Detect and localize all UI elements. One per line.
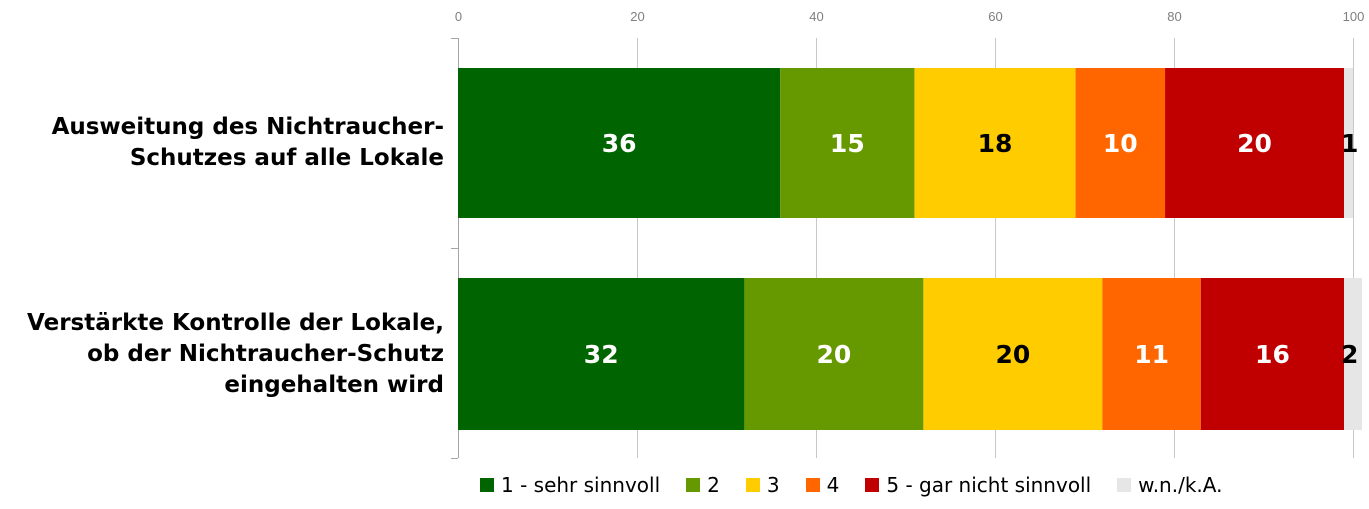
category-label-0: Ausweitung des Nichtraucher- Schutzes auf…	[52, 112, 444, 174]
data-label-0-2: 18	[978, 129, 1013, 158]
x-tick-label-100: 100	[1343, 9, 1365, 24]
legend-label: 1 - sehr sinnvoll	[501, 473, 661, 497]
legend-item-2: 3	[745, 473, 780, 497]
x-tick-label-40: 40	[809, 9, 823, 24]
data-label-0-0: 36	[602, 129, 637, 158]
x-tick-label-20: 20	[630, 9, 644, 24]
data-label-1-5: 2	[1341, 340, 1358, 369]
x-tick-label-60: 60	[988, 9, 1002, 24]
category-label-line: Schutzes auf alle Lokale	[129, 145, 444, 171]
bar-segment-0-5	[1344, 68, 1353, 218]
category-label-line: Verstärkte Kontrolle der Lokale,	[27, 310, 444, 336]
bar-segment-1-2	[923, 278, 1103, 430]
legend-label: 5 - gar nicht sinnvoll	[886, 473, 1092, 497]
data-label-1-1: 20	[817, 340, 852, 369]
category-label-line: eingehalten wird	[224, 372, 444, 398]
data-label-1-0: 32	[584, 340, 619, 369]
bar-segment-0-1	[780, 68, 915, 218]
legend-item-3: 4	[805, 473, 840, 497]
data-label-0-5: 1	[1341, 129, 1358, 158]
legend-swatch	[745, 478, 760, 492]
category-label-1: Verstärkte Kontrolle der Lokale, ob der N…	[27, 308, 444, 401]
legend-swatch	[865, 478, 880, 492]
legend-label: 3	[766, 473, 780, 497]
legend-item-1: 2	[686, 473, 720, 497]
bar-segment-1-4	[1200, 278, 1345, 430]
legend-swatch	[480, 478, 494, 492]
bar-segment-0-0	[458, 68, 781, 218]
data-label-0-3: 10	[1103, 129, 1138, 158]
bar-segment-1-1	[744, 278, 924, 430]
bar-segment-1-0	[458, 278, 745, 430]
bar-segment-1-5	[1344, 278, 1362, 430]
bar-segment-0-3	[1075, 68, 1166, 218]
category-label-line: Ausweitung des Nichtraucher-	[51, 114, 444, 140]
legend-item-4: 5 - gar nicht sinnvoll	[865, 473, 1091, 497]
bar-segment-1-3	[1102, 278, 1201, 430]
legend-label: w.n./k.A.	[1138, 473, 1223, 497]
legend-item-5: w.n./k.A.	[1117, 473, 1222, 497]
legend-item-0: 1 - sehr sinnvoll	[480, 473, 660, 497]
legend-swatch	[805, 478, 820, 492]
data-label-1-3: 11	[1134, 340, 1169, 369]
legend: 1 - sehr sinnvoll 2 3 4 5 - gar nicht sinnvo…	[480, 470, 1222, 500]
legend-swatch	[1117, 478, 1132, 492]
category-label-line: ob der Nichtraucher-Schutz	[87, 341, 444, 367]
bar-segment-0-4	[1165, 68, 1345, 218]
legend-label: 2	[707, 473, 720, 497]
x-tick-label-0: 0	[455, 9, 462, 24]
data-label-0-4: 20	[1237, 129, 1272, 158]
data-label-1-2: 20	[996, 340, 1031, 369]
x-tick-label-80: 80	[1167, 9, 1181, 24]
data-label-1-4: 16	[1255, 340, 1290, 369]
legend-swatch	[686, 478, 701, 492]
data-label-0-1: 15	[830, 129, 865, 158]
bar-segment-0-2	[914, 68, 1076, 218]
legend-label: 4	[826, 473, 840, 497]
